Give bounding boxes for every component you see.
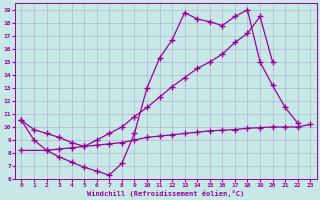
X-axis label: Windchill (Refroidissement éolien,°C): Windchill (Refroidissement éolien,°C) <box>87 190 244 197</box>
